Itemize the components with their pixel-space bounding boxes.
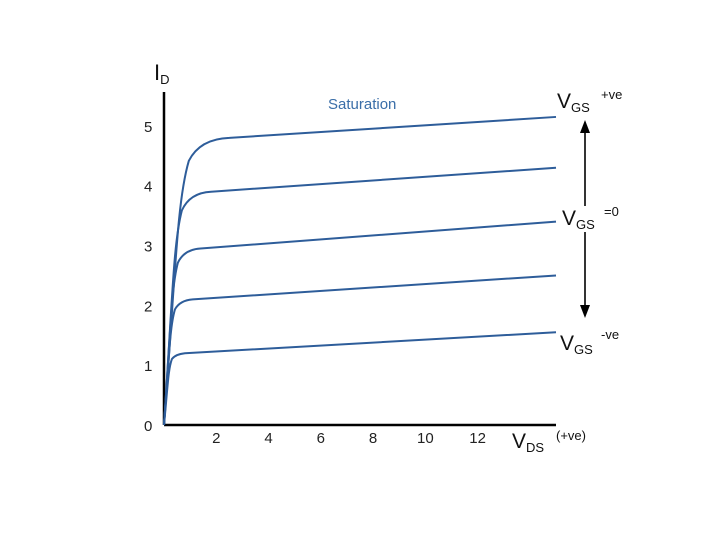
vgs-top-sup: +ve xyxy=(601,87,622,102)
y-tick-labels: 0 1 2 3 4 5 xyxy=(144,119,152,435)
y-axis-label: ID xyxy=(154,60,170,87)
vgs-arrow-down-head xyxy=(580,305,590,318)
vgs-bottom-label: VGS xyxy=(560,332,593,357)
vgs-mid-main: V xyxy=(562,207,576,230)
vgs-top-label: VGS xyxy=(557,90,590,115)
vgs-top-sub: GS xyxy=(571,100,590,115)
x-tick-label-4: 4 xyxy=(264,430,272,447)
y-tick-label-0: 0 xyxy=(144,418,152,435)
curve-3 xyxy=(163,220,557,426)
vgs-bottom-main: V xyxy=(560,332,574,355)
y-tick-label-5: 5 xyxy=(144,119,152,136)
x-axis-label: VDS xyxy=(512,430,544,455)
x-tick-label-10: 10 xyxy=(417,430,434,447)
x-tick-label-12: 12 xyxy=(469,430,486,447)
vgs-bottom-sub: GS xyxy=(574,342,593,357)
x-axis-label-main: V xyxy=(512,430,526,453)
y-axis-label-sub: D xyxy=(160,72,169,87)
vgs-mid-sup: =0 xyxy=(604,204,619,219)
curves xyxy=(163,115,557,426)
vgs-mid-label: VGS xyxy=(562,207,595,232)
curve-2 xyxy=(163,166,557,426)
x-tick-label-8: 8 xyxy=(369,430,377,447)
vgs-arrow-up-head xyxy=(580,120,590,133)
curve-5 xyxy=(163,331,557,426)
x-tick-labels: 2 4 6 8 10 12 xyxy=(212,430,486,447)
vgs-mid-sub: GS xyxy=(576,217,595,232)
y-axis-label-main: I xyxy=(154,60,160,85)
y-tick-label-3: 3 xyxy=(144,239,152,256)
curve-1 xyxy=(163,115,557,426)
vgs-bottom-sup: -ve xyxy=(601,327,619,342)
vgs-top-main: V xyxy=(557,90,571,113)
x-tick-label-6: 6 xyxy=(317,430,325,447)
y-tick-label-4: 4 xyxy=(144,179,152,196)
x-axis-label-sub: DS xyxy=(526,440,544,455)
curve-4 xyxy=(163,274,557,426)
y-tick-label-1: 1 xyxy=(144,358,152,375)
saturation-label: Saturation xyxy=(328,96,396,113)
y-tick-label-2: 2 xyxy=(144,298,152,315)
x-tick-label-2: 2 xyxy=(212,430,220,447)
x-axis-label-suffix: (+ve) xyxy=(556,428,586,443)
